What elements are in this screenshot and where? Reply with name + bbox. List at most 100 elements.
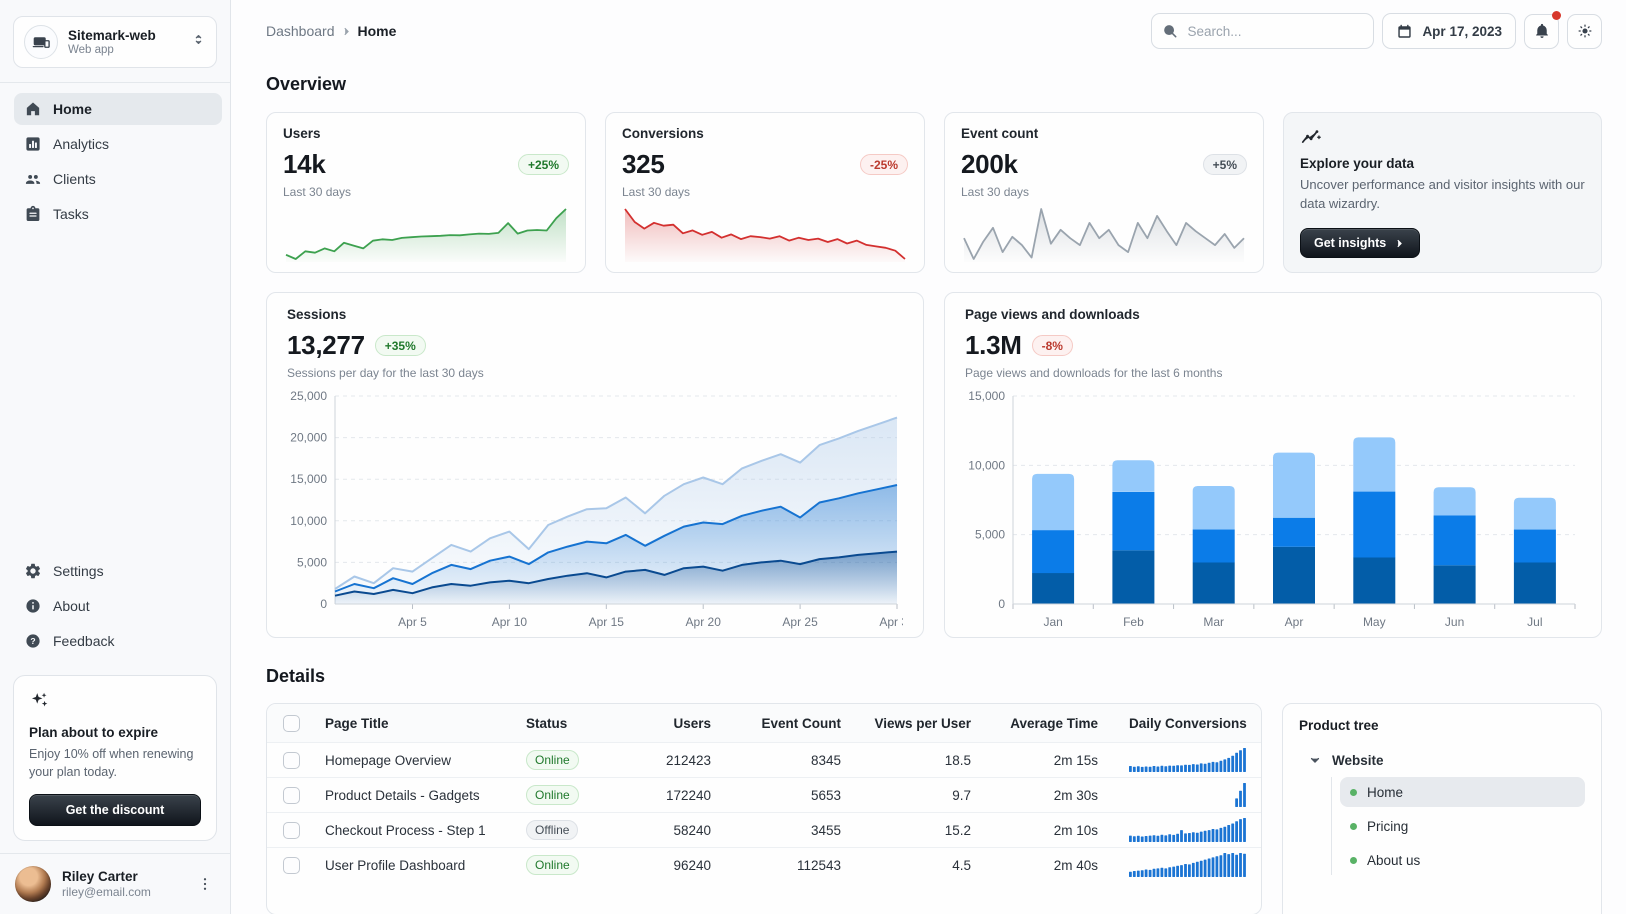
- tree-item[interactable]: Pricing: [1340, 811, 1585, 841]
- pageviews-chart: 0 5,000 10,000 15,000 Jan Feb Mar Apr May Jun Jul: [965, 386, 1581, 635]
- nav-item-icon: [24, 597, 42, 615]
- cell-users: 58240: [673, 822, 711, 838]
- column-header-users[interactable]: Users: [673, 715, 711, 731]
- pageviews-caption: Page views and downloads for the last 6 …: [965, 366, 1223, 380]
- tree-children: Home Pricing About us: [1331, 777, 1585, 875]
- breadcrumb-dashboard[interactable]: Dashboard: [266, 23, 335, 39]
- svg-text:Apr 25: Apr 25: [782, 615, 818, 629]
- date-label: Apr 17, 2023: [1422, 23, 1502, 39]
- workspace-name: Sitemark-web: [68, 28, 156, 43]
- pageviews-value: 1.3M: [965, 330, 1022, 360]
- sidebar-nav-item[interactable]: Home: [14, 93, 222, 125]
- nav-item-label: Settings: [53, 562, 104, 579]
- tree-node-website[interactable]: Website: [1299, 747, 1585, 773]
- tree-item[interactable]: Home: [1340, 777, 1585, 807]
- cell-users: 96240: [673, 857, 711, 873]
- column-header-status[interactable]: Status: [526, 715, 568, 731]
- sidebar-nav-item[interactable]: Analytics: [14, 128, 222, 160]
- svg-text:10,000: 10,000: [968, 458, 1005, 472]
- daily-conversions-sparkline: [1129, 816, 1247, 845]
- column-header-views-per-user[interactable]: Views per User: [874, 715, 971, 731]
- row-checkbox[interactable]: [282, 786, 300, 804]
- row-checkbox[interactable]: [282, 856, 300, 874]
- get-insights-label: Get insights: [1314, 236, 1387, 250]
- promo-body: Enjoy 10% off when renewing your plan to…: [29, 746, 194, 780]
- date-picker-button[interactable]: Apr 17, 2023: [1382, 13, 1516, 49]
- search-input[interactable]: [1151, 13, 1375, 49]
- main-content: Dashboard Home Apr 17, 2023: [231, 0, 1626, 914]
- cell-page-title: User Profile Dashboard: [325, 857, 466, 873]
- column-header-page-title[interactable]: Page Title: [325, 715, 389, 731]
- svg-text:25,000: 25,000: [290, 389, 327, 403]
- daily-conversions-sparkline: [1129, 746, 1247, 775]
- explore-card: Explore your data Uncover performance an…: [1283, 112, 1602, 273]
- theme-toggle-button[interactable]: [1567, 13, 1602, 49]
- nav-item-label: Home: [53, 101, 92, 117]
- pageviews-delta-badge: -8%: [1031, 335, 1073, 356]
- cell-page-title: Checkout Process - Step 1: [325, 822, 486, 838]
- bell-icon: [1533, 22, 1551, 40]
- delta-badge: +25%: [517, 154, 569, 175]
- search-icon: [1161, 22, 1179, 45]
- svg-text:0: 0: [998, 597, 1005, 611]
- sessions-caption: Sessions per day for the last 30 days: [287, 366, 484, 380]
- svg-text:Apr 30: Apr 30: [879, 615, 903, 629]
- table-row[interactable]: Checkout Process - Step 1 Offline 58240 …: [267, 812, 1261, 847]
- table-row[interactable]: User Profile Dashboard Online 96240 1125…: [267, 847, 1261, 882]
- sidebar-nav-item[interactable]: About: [14, 590, 222, 622]
- stat-card[interactable]: Users 14k +25% Last 30 days: [266, 112, 586, 273]
- details-table: Page Title Status Users Event Count View…: [266, 703, 1262, 914]
- table-row[interactable]: Homepage Overview Online 212423 8345 18.…: [267, 742, 1261, 777]
- charts-row: Sessions 13,277 +35% Sessions per day fo…: [266, 292, 1602, 638]
- plan-promo-card: Plan about to expire Enjoy 10% off when …: [13, 674, 217, 841]
- get-discount-button[interactable]: Get the discount: [29, 794, 201, 826]
- notifications-button[interactable]: [1524, 10, 1561, 49]
- column-header-daily-conversions[interactable]: Daily Conversions: [1129, 715, 1247, 731]
- workspace-switcher[interactable]: Sitemark-web Web app: [13, 16, 217, 68]
- tree-item-label: Pricing: [1367, 818, 1409, 834]
- topbar: Dashboard Home Apr 17, 2023: [266, 10, 1602, 49]
- nav-item-icon: [24, 205, 42, 223]
- svg-text:Apr 20: Apr 20: [686, 615, 722, 629]
- tree-item[interactable]: About us: [1340, 845, 1585, 875]
- stat-card[interactable]: Event count 200k +5% Last 30 days: [944, 112, 1264, 273]
- column-header-event-count[interactable]: Event Count: [761, 715, 842, 731]
- select-all-checkbox[interactable]: [282, 714, 300, 732]
- nav-item-icon: ?: [24, 632, 42, 650]
- stat-cards-row: Users 14k +25% Last 30 days Conversions …: [266, 112, 1602, 273]
- daily-conversions-sparkline: [1129, 781, 1247, 810]
- stat-value: 325: [622, 149, 665, 179]
- row-checkbox[interactable]: [282, 751, 300, 769]
- promo-title: Plan about to expire: [29, 724, 159, 740]
- stat-sparkline: [622, 206, 908, 262]
- sidebar-nav-item[interactable]: Settings: [14, 555, 222, 587]
- cell-views-per-user: 18.5: [944, 752, 971, 768]
- column-header-average-time[interactable]: Average Time: [1010, 715, 1098, 731]
- stat-card-title: Users: [283, 126, 321, 141]
- stat-sparkline: [283, 206, 569, 262]
- sidebar-nav-item[interactable]: Tasks: [14, 198, 222, 230]
- table-row[interactable]: Product Details - Gadgets Online 172240 …: [267, 777, 1261, 812]
- get-insights-button[interactable]: Get insights: [1300, 228, 1421, 258]
- stat-value: 14k: [283, 149, 326, 179]
- stat-card[interactable]: Conversions 325 -25% Last 30 days: [605, 112, 925, 273]
- tree-root-label: Website: [1332, 752, 1384, 768]
- delta-badge: -25%: [859, 154, 908, 175]
- green-dot-icon: [1350, 822, 1357, 830]
- workspace-section: Sitemark-web Web app: [0, 0, 230, 83]
- user-menu-button[interactable]: [192, 871, 218, 897]
- calendar-icon: [1396, 23, 1413, 40]
- cell-event-count: 5653: [810, 787, 841, 803]
- nav-item-label: Analytics: [53, 136, 110, 152]
- sidebar-nav-item[interactable]: ? Feedback: [14, 625, 222, 657]
- row-checkbox[interactable]: [282, 821, 300, 839]
- details-row: Page Title Status Users Event Count View…: [266, 703, 1602, 914]
- cell-average-time: 2m 30s: [1053, 787, 1098, 803]
- svg-text:5,000: 5,000: [975, 528, 1005, 542]
- insights-icon: [1300, 127, 1322, 149]
- sidebar-nav-item[interactable]: Clients: [14, 163, 222, 195]
- cell-views-per-user: 4.5: [952, 857, 971, 873]
- user-name: Riley Carter: [62, 869, 138, 884]
- svg-text:5,000: 5,000: [297, 555, 327, 569]
- svg-text:Jun: Jun: [1445, 615, 1464, 629]
